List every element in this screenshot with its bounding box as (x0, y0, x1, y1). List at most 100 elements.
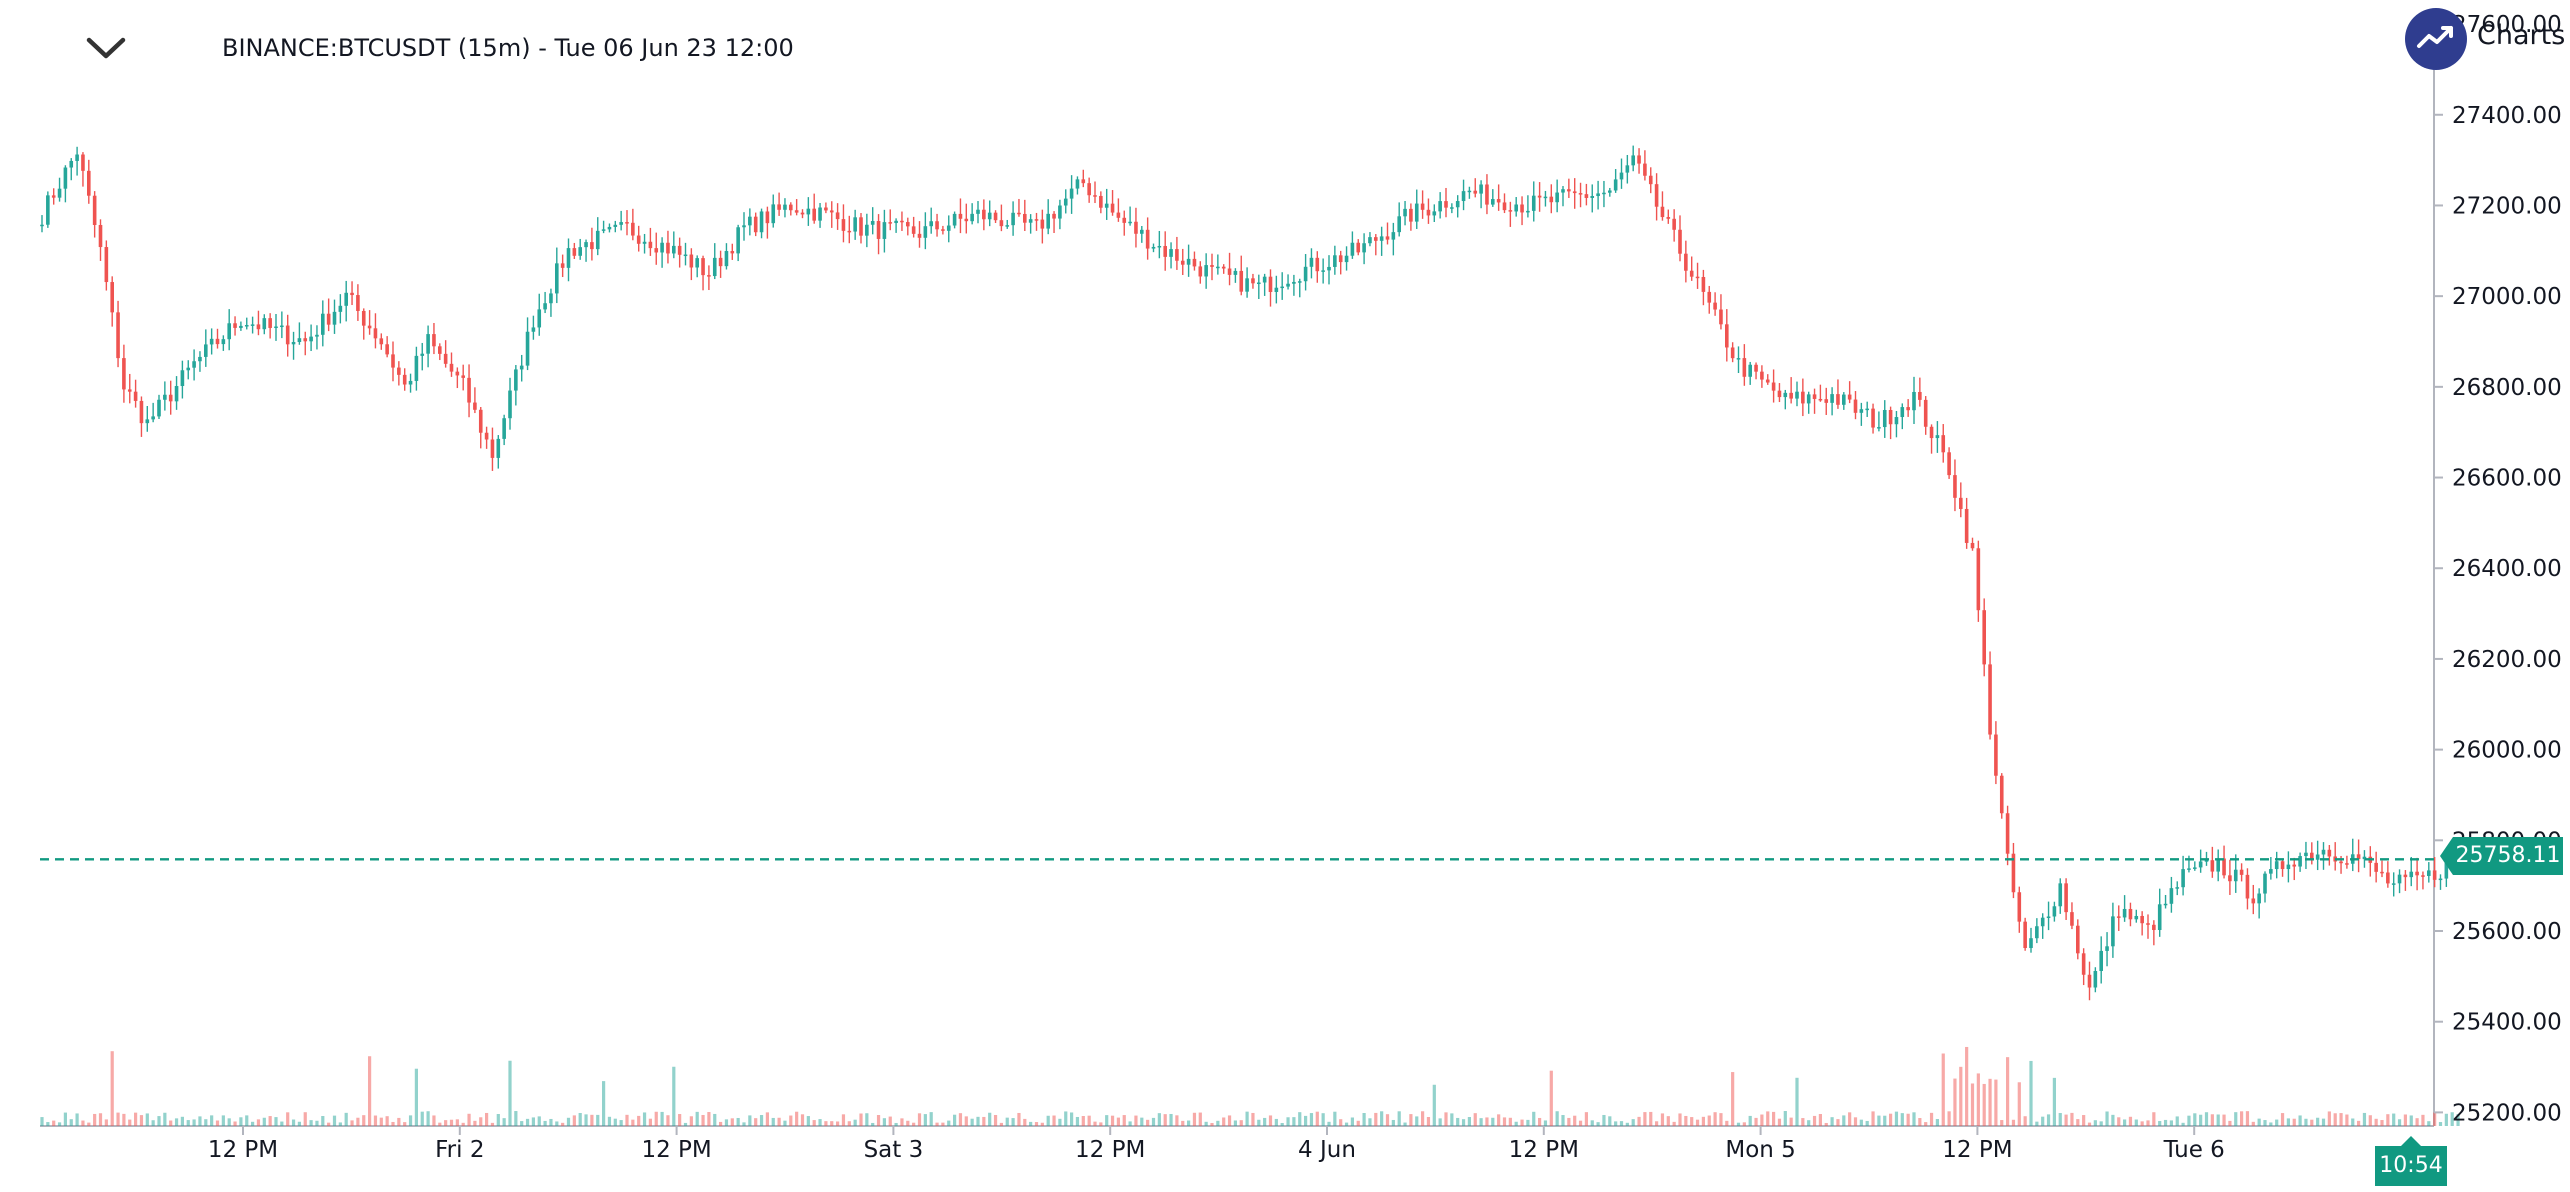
candle-body (1882, 409, 1887, 428)
volume-bar (2064, 1114, 2068, 1126)
chevron-down-icon[interactable] (82, 32, 130, 66)
candle-body (894, 220, 898, 224)
candle-body (250, 324, 255, 326)
candle-body (1046, 213, 1050, 229)
candle-body (1110, 203, 1115, 213)
candle-body (742, 225, 746, 228)
candle-body (1496, 199, 1501, 203)
volume-bar (1970, 1083, 1975, 1126)
trend-line-icon[interactable] (2405, 8, 2467, 70)
candle-body (151, 416, 155, 420)
volume-bar (1625, 1122, 1629, 1126)
candle-body (1935, 435, 1940, 439)
candle-body (1871, 408, 1875, 428)
volume-bar (683, 1122, 688, 1126)
volume-bar (888, 1116, 892, 1126)
candle-body (666, 242, 670, 254)
volume-bar (496, 1114, 500, 1126)
volume-bar (473, 1120, 477, 1126)
volume-bar (1227, 1115, 1232, 1126)
volume-bar (1941, 1053, 1945, 1126)
volume-bar (1929, 1112, 1934, 1126)
volume-bar (1906, 1113, 1910, 1126)
candle-body (2081, 953, 2086, 975)
candle-body (911, 226, 916, 234)
candle-body (1789, 392, 1793, 399)
candle-body (379, 338, 384, 345)
volume-bar (531, 1117, 535, 1126)
volume-bar (1251, 1112, 1255, 1126)
volume-bar (648, 1118, 652, 1126)
volume-bar (408, 1115, 413, 1126)
candle-body (2070, 912, 2074, 926)
volume-bar (1859, 1119, 1863, 1126)
candle-body (1818, 398, 1823, 401)
candle-body (2251, 898, 2256, 904)
volume-bar (1304, 1115, 1308, 1126)
volume-bar (1093, 1121, 1097, 1126)
volume-bar (1795, 1077, 1799, 1126)
candle-body (952, 213, 957, 226)
candle-body (1865, 408, 1869, 411)
volume-bar (2152, 1112, 2156, 1126)
volume-bar (730, 1118, 734, 1126)
volume-bar (1649, 1111, 1653, 1126)
candle-body (1526, 210, 1530, 213)
volume-bar (566, 1117, 571, 1126)
volume-bar (1965, 1046, 1969, 1126)
candle-body (145, 419, 150, 424)
candle-body (900, 220, 904, 223)
volume-bar (736, 1117, 740, 1126)
price-tick-label: 27600.00 (2452, 12, 2562, 38)
candle-body (1976, 548, 1981, 611)
volume-bar (765, 1112, 769, 1126)
candle-body (2269, 869, 2273, 874)
candle-body (601, 229, 606, 231)
volume-bar (1508, 1117, 1512, 1126)
candle-body (1186, 258, 1191, 265)
candle-body (192, 361, 196, 368)
candle-body (1063, 198, 1068, 206)
price-tick-label: 26200.00 (2452, 647, 2562, 673)
candle-body (1842, 394, 1846, 405)
candle-body (2421, 875, 2425, 877)
volume-bar (1514, 1121, 1518, 1126)
volume-bar (1976, 1073, 1980, 1126)
candle-body (1877, 427, 1881, 429)
candle-body (2263, 873, 2267, 894)
volume-bar (923, 1114, 927, 1126)
candle-body (1578, 193, 1583, 195)
volume-bar (128, 1119, 132, 1126)
volume-bar (1818, 1114, 1822, 1126)
volume-bar (2444, 1113, 2448, 1126)
candle-body (917, 233, 922, 238)
volume-bar (2345, 1114, 2349, 1126)
volume-bar (286, 1112, 290, 1126)
volume-bar (1450, 1113, 1454, 1126)
volume-bar (1105, 1115, 1109, 1126)
volume-bar (2245, 1111, 2250, 1126)
volume-bar (543, 1120, 547, 1126)
candle-body (1485, 184, 1489, 205)
volume-bar (1871, 1111, 1875, 1126)
volume-bar (321, 1116, 325, 1126)
volume-bar (2386, 1114, 2390, 1126)
volume-bar (1836, 1119, 1840, 1126)
candle-body (514, 369, 518, 391)
candle-body (373, 328, 378, 339)
volume-bar (1052, 1115, 1056, 1126)
candle-body (122, 358, 126, 390)
volume-bar (894, 1122, 898, 1126)
volume-bar (2403, 1114, 2407, 1126)
candle-body (449, 363, 454, 372)
volume-bar (2163, 1119, 2168, 1126)
candle-body (1812, 394, 1817, 399)
volume-bar (449, 1119, 454, 1126)
volume-bar (215, 1120, 220, 1126)
volume-bar (970, 1118, 974, 1126)
candle-body (227, 323, 231, 340)
candle-body (753, 216, 758, 233)
candle-body (2017, 892, 2022, 922)
candle-body (402, 374, 407, 385)
